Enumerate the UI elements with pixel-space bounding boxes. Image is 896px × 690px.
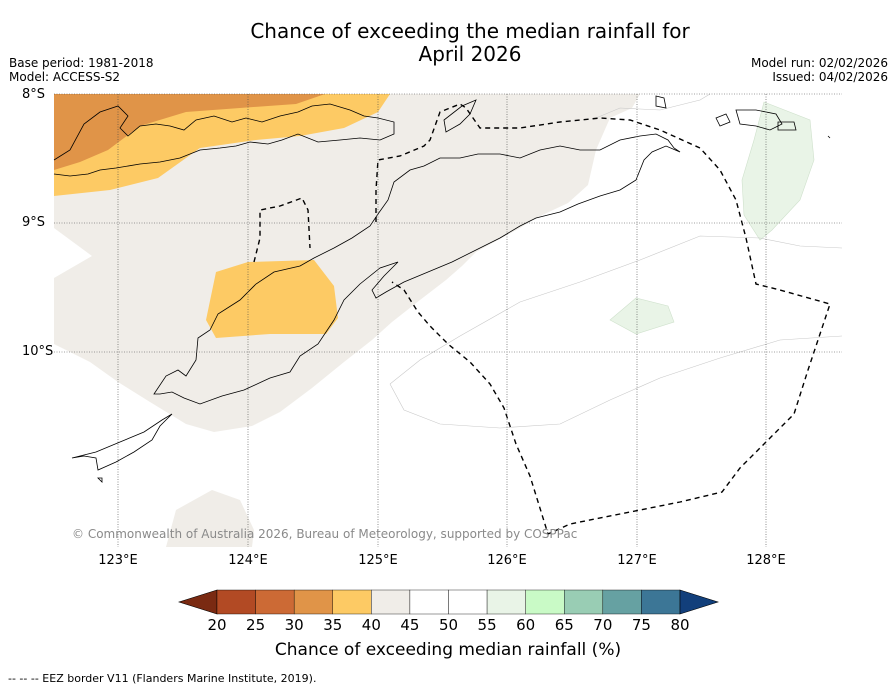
colorbar-tick-40: 40 xyxy=(361,616,381,634)
colorbar-segment-60-65 xyxy=(525,589,565,615)
colorbar-segment-55-60 xyxy=(486,589,526,615)
model-run: Model run: 02/02/2026 xyxy=(750,56,888,70)
lon-label-127E: 127°E xyxy=(617,553,657,568)
map-title: Chance of exceeding the median rainfall … xyxy=(0,20,896,66)
gridlines xyxy=(54,93,842,547)
region-55-60-small xyxy=(609,297,675,335)
coastline-rote xyxy=(71,413,173,471)
colorbar-segment-25-30 xyxy=(255,589,295,615)
colorbar-extend-high xyxy=(679,589,719,615)
eez-footnote: -- -- -- EEZ border V11 (Flanders Marine… xyxy=(8,672,317,685)
coastline-leti-islands xyxy=(715,109,797,131)
map-panel xyxy=(53,93,843,547)
colorbar-segment-65-70 xyxy=(564,589,604,615)
metadata-right: Model run: 02/02/2026 Issued: 04/02/2026 xyxy=(751,56,888,84)
colorbar xyxy=(178,589,719,615)
title-line-2: April 2026 xyxy=(418,42,522,66)
colorbar-tick-45: 45 xyxy=(400,616,420,634)
colorbar-tick-60: 60 xyxy=(516,616,536,634)
issued-date: Issued: 04/02/2026 xyxy=(772,70,888,84)
colorbar-tick-80: 80 xyxy=(670,616,690,634)
colorbar-segment-30-35 xyxy=(293,589,333,615)
coastline-flores-alor xyxy=(53,103,395,177)
coastline-islet-south xyxy=(97,477,103,483)
colorbar-tick-30: 30 xyxy=(284,616,304,634)
lon-label-126E: 126°E xyxy=(487,553,527,568)
coastline-kisar xyxy=(655,95,667,109)
lat-label-9S: 9°S xyxy=(22,215,46,230)
colorbar-tick-35: 35 xyxy=(323,616,343,634)
colorbar-segment-40-45 xyxy=(371,589,411,615)
eez-border-main xyxy=(253,103,831,535)
lat-label-10S: 10°S xyxy=(22,344,54,359)
colorbar-segment-70-75 xyxy=(602,589,642,615)
lon-label-123E: 123°E xyxy=(98,553,138,568)
colorbar-tick-55: 55 xyxy=(477,616,497,634)
region-40-45-south xyxy=(166,490,254,547)
model-name: Model: ACCESS-S2 xyxy=(9,70,121,84)
colorbar-tick-20: 20 xyxy=(207,616,227,634)
contour-line-45 xyxy=(389,235,843,385)
colorbar-extend-low xyxy=(178,589,218,615)
base-period: Base period: 1981-2018 xyxy=(9,56,154,70)
contour-line-50 xyxy=(389,335,843,429)
colorbar-segment-45-50 xyxy=(409,589,449,615)
title-line-1: Chance of exceeding the median rainfall … xyxy=(250,19,690,43)
lon-label-125E: 125°E xyxy=(358,553,398,568)
colorbar-tick-50: 50 xyxy=(438,616,459,634)
region-white-notch xyxy=(54,228,92,278)
lat-label-8S: 8°S xyxy=(22,87,46,102)
colorbar-segment-75-80 xyxy=(641,589,681,615)
region-30-35 xyxy=(54,94,325,170)
coastline-timor xyxy=(153,133,681,405)
eez-border xyxy=(253,103,831,535)
lon-label-128E: 128°E xyxy=(746,553,786,568)
colorbar-segment-35-40 xyxy=(332,589,372,615)
coastlines xyxy=(53,95,831,483)
coastline-islet-east xyxy=(827,135,831,139)
metadata-left: Base period: 1981-2018 Model: ACCESS-S2 xyxy=(9,56,154,84)
copyright-notice: © Commonwealth of Australia 2026, Bureau… xyxy=(72,527,578,541)
region-35-40-central xyxy=(206,260,338,338)
colorbar-tick-25: 25 xyxy=(246,616,266,634)
contour-line-north xyxy=(595,93,711,119)
colorbar-segment-50-55 xyxy=(448,589,488,615)
colorbar-segment-20-25 xyxy=(216,589,256,615)
colorbar-title: Chance of exceeding median rainfall (%) xyxy=(274,640,622,660)
colorbar-tick-70: 70 xyxy=(593,616,613,634)
colorbar-tick-75: 75 xyxy=(631,616,651,634)
lon-label-124E: 124°E xyxy=(228,553,268,568)
colorbar-tick-65: 65 xyxy=(554,616,574,634)
region-40-45 xyxy=(54,94,640,432)
